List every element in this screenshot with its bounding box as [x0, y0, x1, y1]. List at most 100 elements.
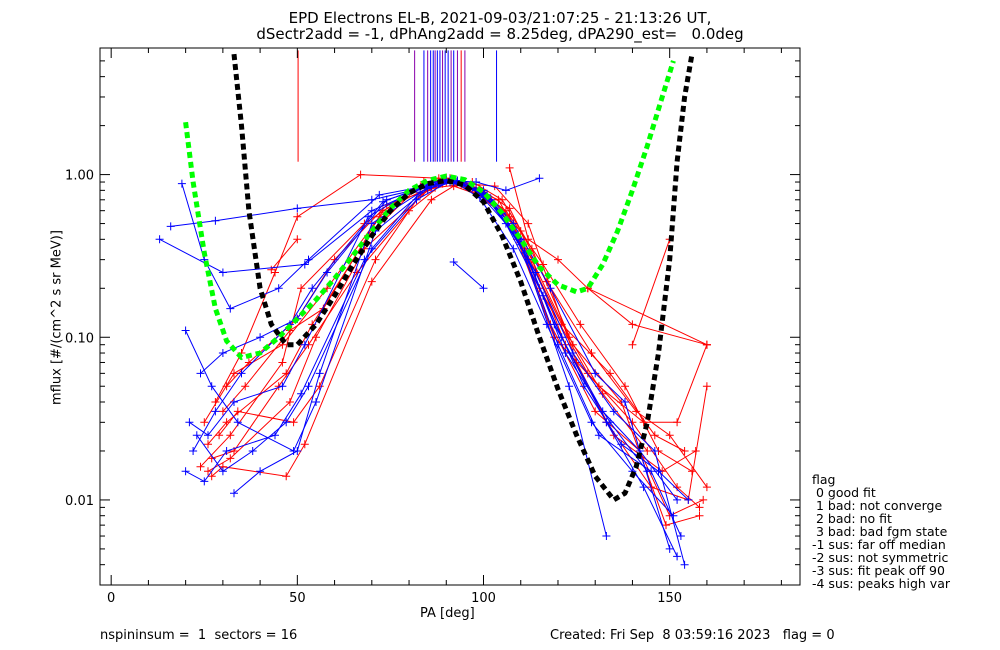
data-point	[204, 431, 212, 440]
data-point	[207, 472, 216, 481]
chart-subtitle: dSectr2add = -1, dPhAng2add = 8.25deg, d…	[256, 25, 744, 43]
data-point	[274, 284, 283, 293]
legend-item: -3 sus: fit peak off 90	[812, 563, 945, 578]
data-point	[688, 467, 696, 476]
data-point	[155, 235, 164, 244]
data-point	[699, 495, 708, 504]
data-point	[271, 431, 279, 440]
data-point	[189, 447, 198, 455]
data-point	[218, 467, 227, 476]
legend-item: 3 bad: bad fgm state	[812, 524, 948, 539]
data-point	[308, 284, 317, 293]
data-point	[565, 333, 574, 342]
data-point	[554, 255, 562, 264]
data-point	[494, 195, 503, 204]
x-tick-label: 0	[107, 591, 115, 606]
data-point	[293, 447, 302, 455]
fit-curve-green	[183, 60, 676, 361]
data-point	[643, 467, 652, 476]
data-point	[192, 431, 201, 440]
data-point	[606, 418, 615, 427]
data-point	[181, 326, 190, 335]
data-point	[200, 477, 209, 486]
series-line-11	[587, 287, 708, 346]
series-line-3	[214, 174, 696, 472]
legend-item: -4 sus: peaks high var	[812, 576, 951, 591]
legend-item: -2 sus: not symmetric	[812, 550, 949, 565]
series-line-18	[189, 179, 689, 501]
data-point	[356, 170, 365, 179]
series-line-13	[509, 167, 708, 346]
series-line-19	[192, 179, 682, 537]
data-point	[367, 219, 376, 228]
data-point	[204, 467, 212, 476]
data-point	[293, 204, 302, 213]
data-point	[297, 389, 306, 398]
data-point	[591, 407, 600, 416]
y-tick-label: 0.10	[65, 331, 94, 346]
data-point	[323, 268, 332, 277]
data-point	[282, 472, 291, 481]
data-point	[315, 382, 324, 391]
data-point	[360, 255, 369, 264]
data-point	[315, 369, 324, 378]
data-point	[591, 369, 600, 378]
data-point	[367, 206, 376, 215]
data-point	[218, 268, 227, 277]
data-point	[207, 382, 216, 391]
series-line-12	[270, 238, 298, 271]
data-point	[218, 407, 227, 416]
data-point	[204, 440, 212, 449]
data-point	[382, 195, 391, 204]
data-point	[479, 284, 488, 293]
legend-title: flag	[812, 472, 836, 487]
data-point	[673, 418, 682, 427]
data-point	[323, 284, 332, 293]
data-point	[222, 447, 231, 455]
data-point	[367, 277, 376, 286]
series-line-17	[185, 181, 674, 517]
data-point	[628, 340, 637, 349]
footer-created: Created: Fri Sep 8 03:59:16 2023 flag = …	[550, 628, 835, 643]
data-point	[539, 260, 548, 269]
data-point	[230, 398, 238, 406]
fit-layer	[183, 53, 695, 503]
chart-title: EPD Electrons EL-B, 2021-09-03/21:07:25 …	[288, 9, 712, 27]
series-line-21	[185, 178, 678, 557]
data-point	[662, 521, 670, 530]
data-point	[289, 418, 298, 427]
y-tick-label: 1.00	[65, 169, 94, 184]
peak-marker-layer	[297, 50, 498, 162]
data-point	[211, 398, 220, 406]
data-point	[609, 407, 618, 416]
data-point	[665, 431, 674, 440]
data-point	[304, 255, 313, 264]
data-point	[621, 398, 629, 406]
data-point	[505, 163, 514, 172]
data-point	[248, 447, 257, 455]
data-point	[181, 467, 190, 476]
data-point	[546, 284, 555, 293]
data-point	[621, 382, 629, 391]
axis-ticks: 0 50 100 150 0.01 0.10 1.00	[65, 47, 800, 606]
data-point	[371, 255, 380, 264]
data-point	[177, 179, 186, 188]
data-point	[256, 333, 265, 342]
data-point	[654, 467, 663, 476]
data-point	[304, 382, 313, 391]
y-tick-label: 0.01	[65, 494, 94, 509]
x-tick-label: 150	[657, 591, 682, 606]
series-line-24	[453, 261, 484, 289]
data-point	[196, 462, 205, 471]
data-point	[632, 407, 641, 416]
data-point	[226, 304, 235, 313]
data-point	[196, 369, 205, 378]
data-point	[278, 358, 287, 367]
data-point	[639, 483, 648, 492]
data-point	[702, 382, 711, 391]
data-point	[535, 174, 544, 183]
data-point	[256, 467, 265, 476]
data-point	[412, 195, 421, 204]
data-point	[472, 178, 481, 186]
plot-frame	[99, 47, 801, 586]
